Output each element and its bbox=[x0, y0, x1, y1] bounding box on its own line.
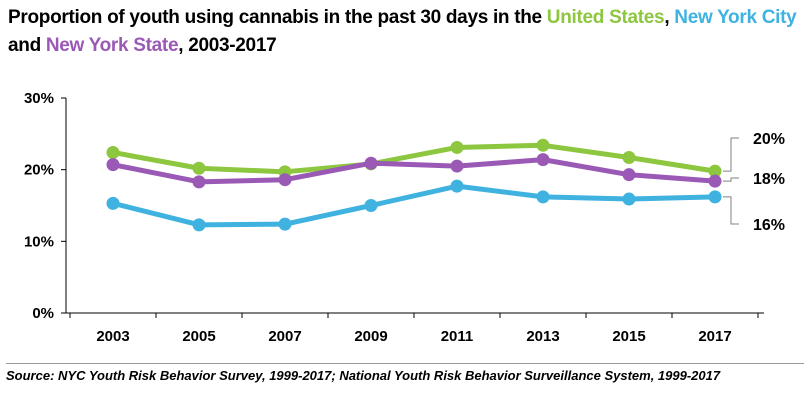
series-line-nyc bbox=[110, 183, 718, 228]
series-line-us bbox=[110, 142, 718, 175]
x-tick-label: 2003 bbox=[96, 328, 129, 345]
data-point-nyc bbox=[536, 190, 550, 204]
series-line-nys bbox=[110, 157, 718, 185]
y-tick-label: 20% bbox=[24, 162, 54, 179]
x-tick-label: 2005 bbox=[182, 328, 215, 345]
data-point-nys bbox=[708, 174, 722, 188]
data-point-nyc bbox=[278, 217, 292, 231]
title-sep-2: and bbox=[8, 35, 46, 56]
data-point-nys bbox=[278, 173, 292, 187]
data-point-nys bbox=[450, 159, 464, 173]
data-point-nyc bbox=[450, 179, 464, 193]
data-point-nys bbox=[536, 153, 550, 167]
data-point-nyc bbox=[364, 199, 378, 212]
data-point-nys bbox=[364, 156, 378, 170]
end-label: 16% bbox=[753, 217, 785, 234]
x-tick-label: 2007 bbox=[268, 328, 301, 345]
x-tick-label: 2009 bbox=[354, 328, 387, 345]
data-point-us bbox=[192, 161, 206, 175]
data-point-us bbox=[708, 164, 722, 178]
title-text-1: Proportion of youth using cannabis in th… bbox=[8, 7, 547, 28]
data-point-us bbox=[536, 138, 550, 152]
x-tick-label: 2015 bbox=[612, 328, 645, 345]
title-sep-1: , bbox=[664, 7, 675, 28]
end-label-leader bbox=[723, 196, 739, 225]
x-tick-label: 2011 bbox=[441, 328, 474, 345]
y-tick-label: 10% bbox=[24, 233, 54, 250]
title-nys: New York State bbox=[45, 35, 179, 56]
chart-title: Proportion of youth using cannabis in th… bbox=[8, 4, 798, 60]
data-point-nys bbox=[622, 168, 636, 182]
data-point-nyc bbox=[622, 192, 636, 206]
y-tick-label: 30% bbox=[24, 90, 54, 107]
y-tick-label: 0% bbox=[32, 305, 54, 322]
title-text-2: , 2003-2017 bbox=[178, 35, 277, 56]
end-label: 18% bbox=[753, 171, 785, 188]
data-point-us bbox=[106, 145, 120, 159]
data-point-nys bbox=[106, 158, 120, 172]
end-label-leader bbox=[723, 177, 739, 182]
end-label: 20% bbox=[753, 131, 785, 148]
data-point-us bbox=[450, 140, 464, 154]
data-point-nys bbox=[192, 175, 206, 189]
x-tick-label: 2013 bbox=[526, 328, 559, 345]
data-point-nyc bbox=[106, 196, 120, 210]
source-divider bbox=[6, 363, 804, 364]
title-nyc: New York City bbox=[674, 7, 797, 28]
data-point-nyc bbox=[192, 218, 206, 232]
title-us: United States bbox=[546, 7, 665, 28]
x-tick-label: 2017 bbox=[698, 328, 731, 345]
data-point-nyc bbox=[708, 190, 722, 204]
data-point-us bbox=[622, 150, 636, 164]
end-label-leader bbox=[723, 137, 739, 172]
source-note: Source: NYC Youth Risk Behavior Survey, … bbox=[6, 368, 721, 383]
